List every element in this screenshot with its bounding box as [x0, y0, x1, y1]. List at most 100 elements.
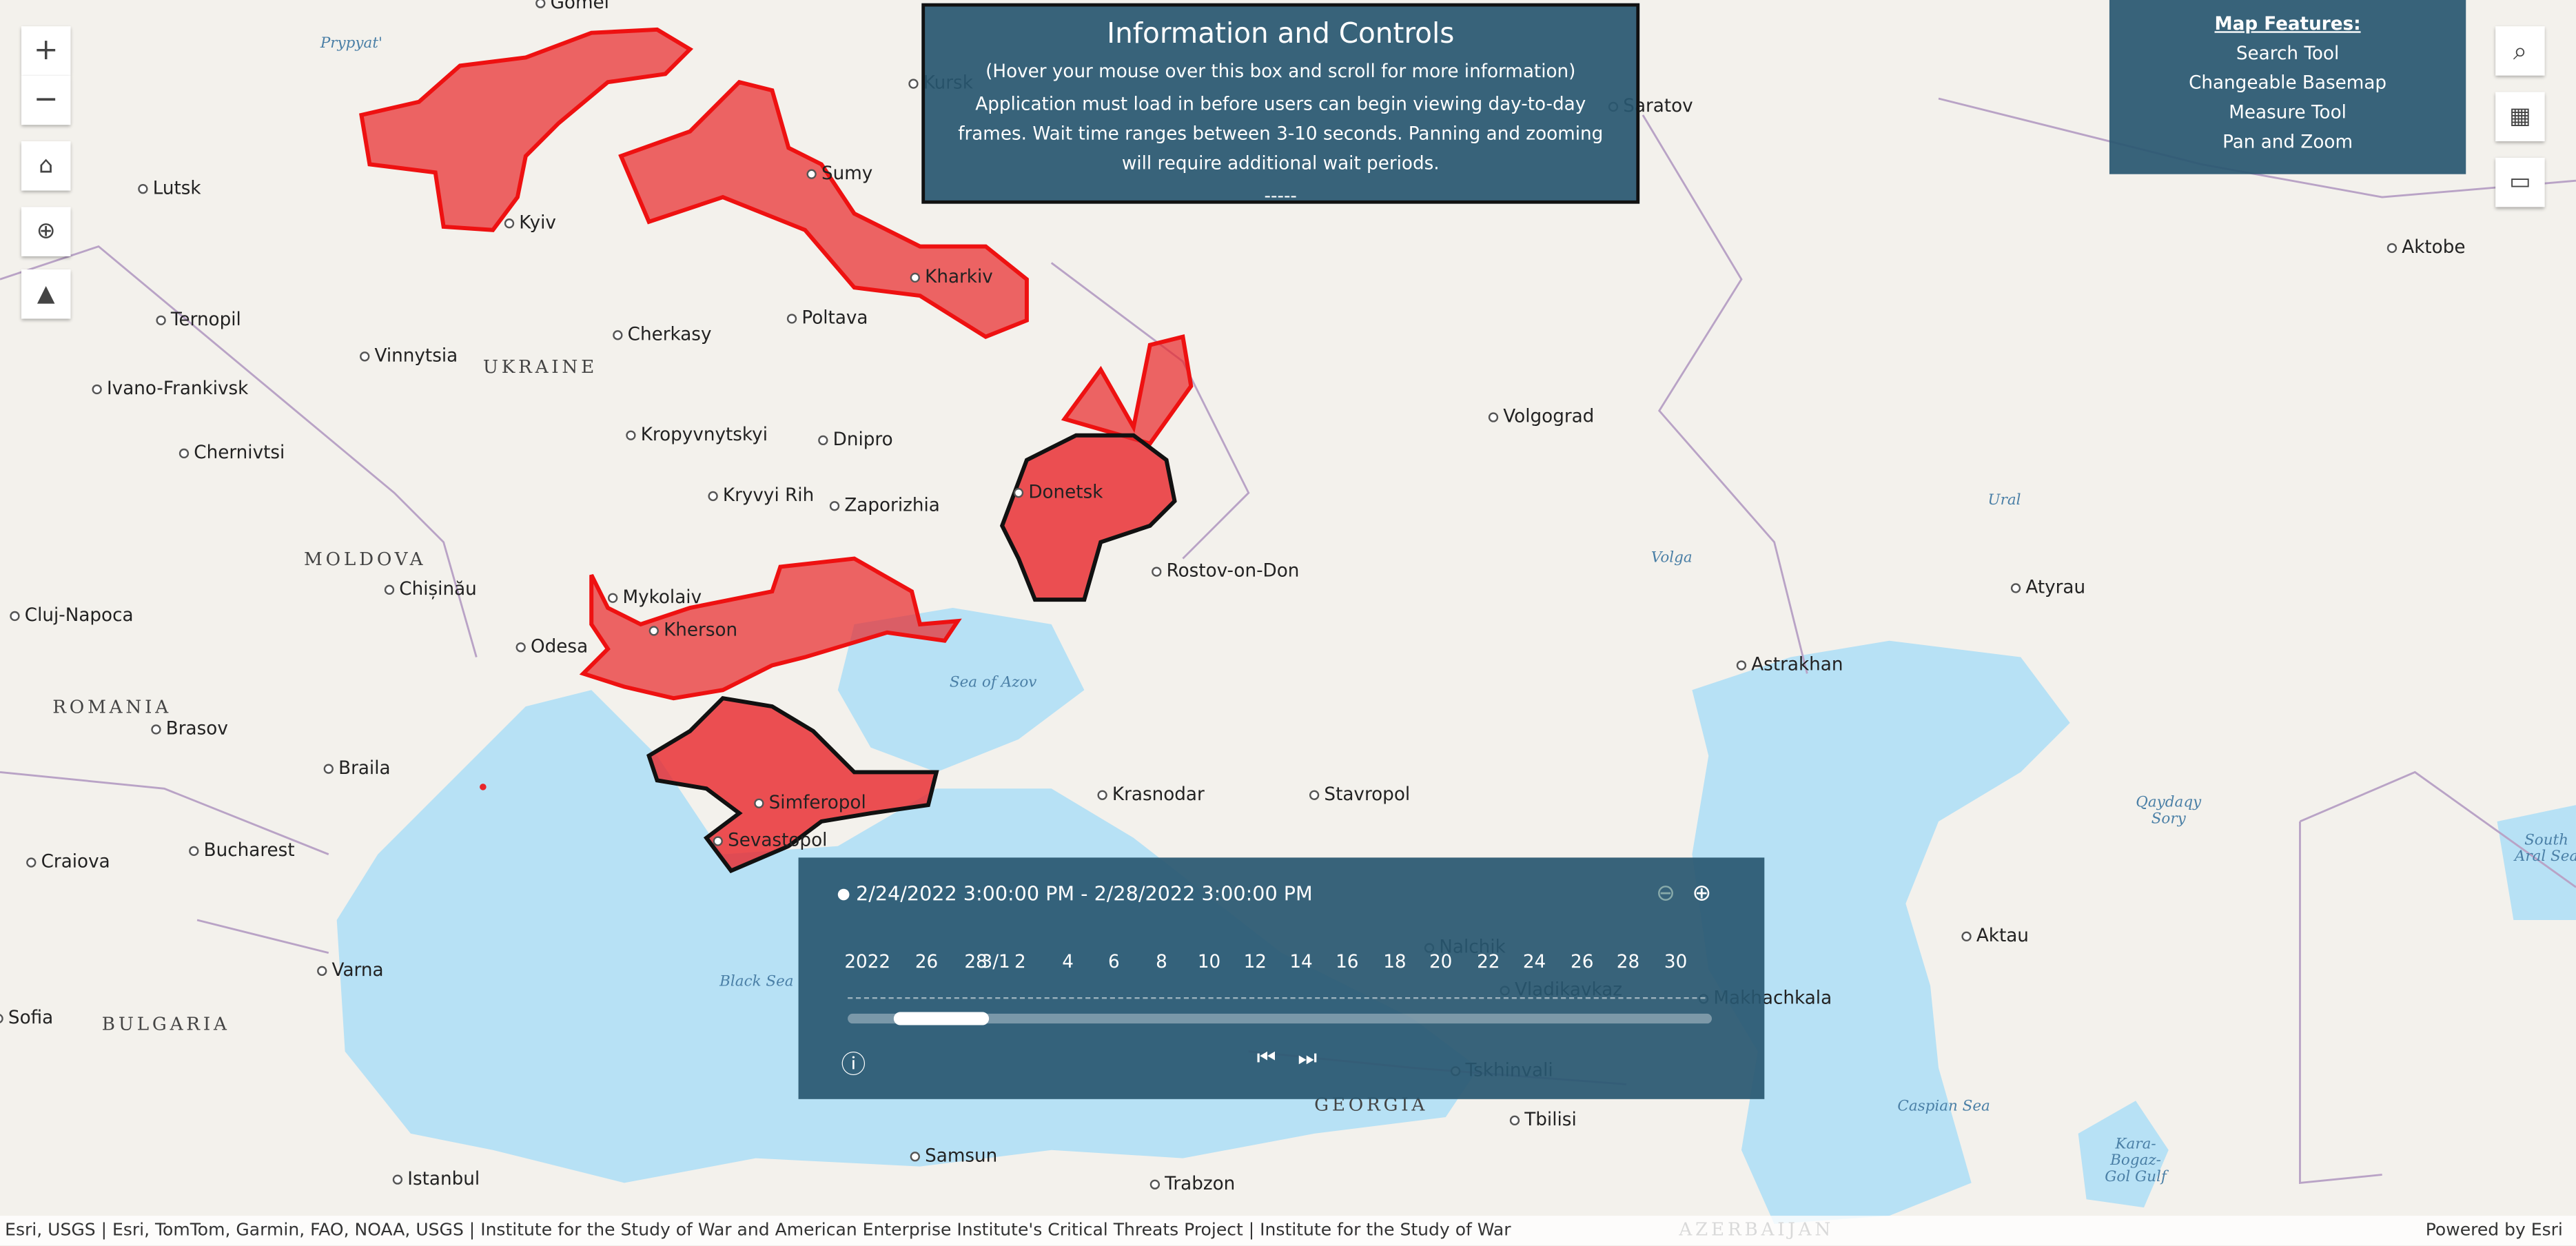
slider-tick-label: 18	[1383, 951, 1407, 973]
slider-tick-label: 26	[914, 951, 939, 973]
slider-thumb[interactable]	[893, 1012, 990, 1025]
place-label: Poltava	[787, 308, 868, 329]
previous-button[interactable]: ⏮	[1256, 1046, 1276, 1072]
country-label: ROMANIA	[52, 696, 172, 718]
search-button[interactable]: ⌕	[2495, 26, 2545, 76]
place-label: Sumy	[806, 163, 872, 184]
marker	[480, 784, 487, 790]
slider-tick-label: 26	[1571, 951, 1594, 973]
water-label: Volga	[1650, 550, 1693, 567]
place-label: Kropyvnytskyi	[626, 425, 768, 445]
zoom-in-slider[interactable]: ⊕	[1692, 880, 1712, 907]
place-label: Stavropol	[1309, 784, 1410, 806]
place-label: Chernivtsi	[179, 442, 285, 464]
measure-button[interactable]: ▭	[2495, 157, 2545, 207]
slider-tick-label: 3/1	[981, 951, 1010, 973]
slider-tick-label: 2	[1014, 951, 1026, 973]
zoom-in-button[interactable]: +	[21, 26, 71, 76]
place-label: Trabzon	[1150, 1174, 1235, 1194]
basemap-button[interactable]: ▦	[2495, 92, 2545, 142]
locate-button[interactable]: ⊕	[21, 207, 71, 256]
slider-tick-label: 8	[1156, 951, 1167, 973]
feature-item: Pan and Zoom	[2222, 131, 2353, 153]
water-label: Kara-Bogaz-Gol Gulf	[2105, 1136, 2167, 1187]
info-body: Application must load in before users ca…	[958, 93, 1604, 174]
attribution-bar: Esri, USGS | Esri, TomTom, Garmin, FAO, …	[0, 1216, 2576, 1245]
feature-item: Measure Tool	[2229, 101, 2347, 123]
place-label: Chișinău	[385, 579, 476, 600]
time-slider: 2/24/2022 3:00:00 PM - 2/28/2022 3:00:00…	[798, 857, 1765, 1099]
place-label: Samsun	[910, 1146, 997, 1167]
time-range-text: 2/24/2022 3:00:00 PM - 2/28/2022 3:00:00…	[856, 882, 1313, 906]
place-label: Atyrau	[2011, 578, 2085, 598]
slider-tick-label: 30	[1664, 951, 1688, 973]
water-label: Ural	[1987, 493, 2021, 510]
place-label: Volgograd	[1489, 407, 1594, 427]
aral-sea	[2497, 805, 2576, 920]
info-panel[interactable]: Information and Controls (Hover your mou…	[921, 3, 1640, 207]
slider-track[interactable]	[848, 1013, 1713, 1024]
compass-button[interactable]: ▲	[21, 269, 71, 319]
water-label: Prypyat'	[320, 36, 382, 53]
slider-tick-label: 22	[1477, 951, 1500, 973]
slider-tick-label: 2022	[844, 951, 891, 973]
place-label: Kryvyi Rih	[708, 485, 814, 507]
place-label: Sevastopol	[713, 830, 827, 851]
place-label: Istanbul	[393, 1169, 480, 1189]
zoom-out-slider[interactable]: ⊖	[1655, 880, 1675, 907]
place-label: Odesa	[516, 637, 588, 657]
kara-bogaz-gol	[2078, 1101, 2169, 1208]
place-label: Craiova	[26, 852, 110, 872]
place-label: Braila	[324, 758, 391, 779]
place-label: Lutsk	[138, 178, 201, 199]
slider-tick-label: 12	[1243, 951, 1267, 973]
place-label: Sofia	[0, 1008, 53, 1029]
place-label: Aktau	[1961, 926, 2029, 947]
country-label: BULGARIA	[101, 1013, 230, 1035]
zoom-out-button[interactable]: −	[21, 75, 71, 125]
feature-item: Search Tool	[2236, 42, 2340, 64]
place-label: Ivano-Frankivsk	[92, 378, 248, 400]
place-label: Aktobe	[2387, 237, 2465, 258]
country-label: UKRAINE	[482, 356, 598, 378]
home-button[interactable]: ⌂	[21, 141, 71, 191]
place-label: Varna	[317, 960, 384, 981]
annexed-areas	[646, 433, 1177, 874]
place-label: Tbilisi	[1510, 1110, 1577, 1131]
place-label: Simferopol	[754, 793, 866, 813]
water-label: Qaydaqy Sory	[2136, 795, 2202, 828]
time-range: 2/24/2022 3:00:00 PM - 2/28/2022 3:00:00…	[837, 882, 1313, 906]
place-label: Vinnytsia	[360, 346, 458, 367]
place-label: Kherson	[649, 620, 737, 641]
info-divider: -----	[1264, 185, 1297, 207]
place-label: Ternopil	[156, 309, 241, 331]
slider-tick-label: 16	[1336, 951, 1359, 973]
next-button[interactable]: ⏭	[1298, 1046, 1318, 1072]
place-label: Rostov-on-Don	[1152, 561, 1300, 582]
country-label: MOLDOVA	[304, 549, 427, 571]
attribution: Esri, USGS | Esri, TomTom, Garmin, FAO, …	[5, 1221, 1511, 1240]
slider-tick-label: 4	[1062, 951, 1074, 973]
place-label: Brasov	[151, 719, 228, 739]
place-label: Dnipro	[818, 429, 893, 451]
place-label: Cluj-Napoca	[10, 605, 134, 626]
place-label: Bucharest	[189, 840, 295, 861]
place-label: Cherkasy	[613, 325, 712, 345]
water-label: Black Sea	[719, 974, 794, 991]
slider-tick-label: 28	[964, 951, 988, 973]
place-label: Kyiv	[504, 213, 556, 234]
place-label: Donetsk	[1014, 482, 1103, 503]
info-button[interactable]: ⓘ	[841, 1050, 866, 1080]
place-label: Astrakhan	[1737, 655, 1843, 675]
slider-tick-label: 20	[1429, 951, 1453, 973]
info-title: Information and Controls	[1107, 18, 1455, 51]
place-label: Mykolaiv	[608, 587, 702, 608]
slider-tick-label: 24	[1522, 951, 1546, 973]
slider-tick-label: 28	[1616, 951, 1640, 973]
place-label: Zaporizhia	[830, 496, 940, 516]
powered-by[interactable]: Powered by Esri	[2425, 1221, 2563, 1240]
place-label: Kharkiv	[910, 267, 993, 288]
tick-marks	[848, 984, 1706, 999]
place-label: Gomel	[535, 0, 609, 13]
